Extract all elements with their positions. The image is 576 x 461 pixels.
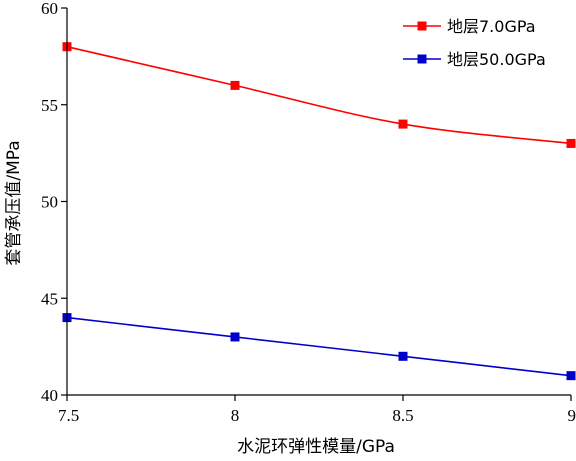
x-tick-label: 9 [568,406,576,425]
legend-item-2: 地层50.0GPa [403,50,546,69]
y-tick-label: 60 [41,0,58,18]
y-axis-title: 套管承压值/MPa [4,140,24,265]
series-markers [62,42,576,381]
y-tick-label: 50 [41,193,58,212]
y-axis-ticks: 40 45 50 55 60 [41,0,67,405]
data-point-series-2 [230,332,240,342]
data-point-series-1 [398,119,408,129]
x-axis-ticks: 7.5 8 8.5 9 [58,395,576,425]
y-tick-label: 40 [41,386,58,405]
data-point-series-2 [398,351,408,361]
legend-marker [417,54,427,64]
data-point-series-2 [566,371,576,381]
legend: 地层7.0GPa 地层50.0GPa [403,17,546,69]
y-tick-label: 55 [41,96,58,115]
x-tick-label: 7.5 [58,406,79,425]
x-axis-title: 水泥环弹性模量/GPa [237,437,395,457]
data-point-series-1 [566,138,576,148]
x-tick-label: 8 [231,406,240,425]
series-lines [66,45,572,377]
data-point-series-1 [230,80,240,90]
series-line-1 [66,45,572,145]
legend-item-1: 地层7.0GPa [403,17,536,36]
legend-label: 地层7.0GPa [447,17,536,36]
y-tick-label: 45 [41,289,58,308]
series-line-2 [66,316,572,377]
x-tick-label: 8.5 [392,406,413,425]
legend-label: 地层50.0GPa [447,50,546,69]
legend-marker [417,21,427,31]
